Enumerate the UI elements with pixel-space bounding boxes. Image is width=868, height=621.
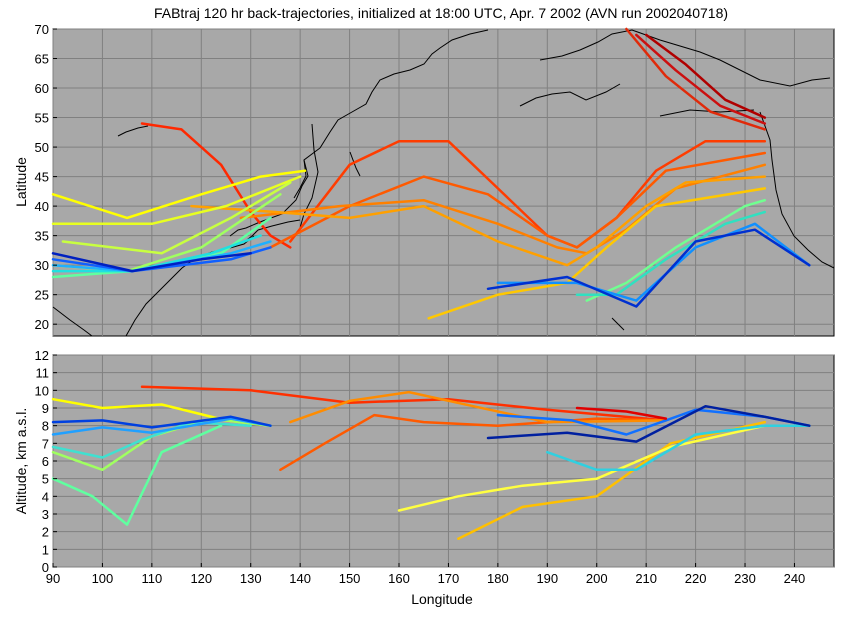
trajectory-line-17 [51, 252, 252, 273]
trajectory-line-19 [575, 210, 767, 296]
x-tick-label: 110 [141, 571, 162, 586]
trajectory-line-2 [625, 27, 767, 131]
trajectory-line-18 [585, 198, 767, 302]
trajectory-line-1 [279, 413, 668, 472]
y-tick-label: 30 [35, 258, 49, 273]
trajectory-line-10 [51, 415, 272, 429]
coastline-asia [52, 29, 489, 337]
x-tick-label: 190 [536, 571, 558, 586]
y-tick-label: 8 [42, 419, 49, 434]
y-tick-label: 3 [42, 507, 49, 522]
x-axis-label: Longitude [411, 591, 473, 607]
x-tick-label: 130 [240, 571, 262, 586]
y-tick-label: 45 [35, 170, 49, 185]
trajectory-line-11 [61, 181, 292, 255]
map-panel: 20 25 30 35 40 45 50 55 60 65 70 Latitude [13, 22, 835, 337]
y-tick-label: 20 [35, 317, 49, 332]
y-tick-label: 25 [35, 288, 49, 303]
trajectory-line-5 [269, 151, 767, 249]
trajectory-line-13 [486, 404, 811, 443]
trajectory-line-9 [51, 169, 307, 220]
y-tick-label: 1 [42, 542, 49, 557]
trajectory-line-14 [575, 406, 668, 420]
y-tick-label: 10 [35, 383, 49, 398]
y-tick-label: 50 [35, 140, 49, 155]
y-tick-label: 35 [35, 229, 49, 244]
x-tick-label: 120 [190, 571, 212, 586]
coastline-alaska [519, 29, 835, 269]
altitude-y-label: Altitude, km a.s.l. [13, 408, 29, 515]
trajectory-line-8 [427, 187, 767, 320]
altitude-trajectories [51, 385, 811, 540]
trajectory-line-7 [190, 175, 767, 267]
trajectory-line-6 [239, 163, 767, 255]
trajectory-line-0 [644, 33, 767, 119]
x-tick-label: 210 [635, 571, 657, 586]
map-grid [52, 28, 834, 336]
x-tick-label: 90 [46, 571, 60, 586]
trajectory-line-2 [289, 390, 668, 424]
y-tick-label: 40 [35, 199, 49, 214]
y-tick-label: 7 [42, 436, 49, 451]
y-tick-label: 11 [36, 366, 50, 381]
y-tick-label: 65 [35, 52, 49, 67]
altitude-x-ticks: 90 100 110 120 130 140 150 160 170 180 190 200 210 22… [46, 563, 806, 586]
y-tick-label: 5 [42, 472, 49, 487]
trajectory-line-0 [140, 385, 668, 422]
map-y-ticks: 20 25 30 35 40 45 50 55 60 65 70 [35, 22, 57, 332]
trajectory-line-14 [51, 234, 262, 273]
y-tick-label: 0 [42, 560, 49, 575]
y-tick-label: 2 [42, 525, 49, 540]
x-tick-label: 220 [685, 571, 707, 586]
x-tick-label: 180 [487, 571, 509, 586]
trajectory-line-1 [635, 33, 767, 125]
x-tick-label: 160 [388, 571, 410, 586]
map-trajectories [51, 27, 811, 320]
x-tick-label: 150 [339, 571, 361, 586]
y-tick-label: 4 [42, 489, 49, 504]
y-tick-label: 55 [35, 111, 49, 126]
trajectory-line-21 [486, 228, 811, 308]
x-tick-label: 230 [734, 571, 756, 586]
y-tick-label: 9 [42, 401, 49, 416]
trajectory-line-3 [457, 420, 767, 540]
figure-title: FABtraj 120 hr back-trajectories, initia… [154, 5, 728, 21]
x-tick-label: 240 [784, 571, 806, 586]
x-tick-label: 200 [586, 571, 608, 586]
y-tick-label: 60 [35, 81, 49, 96]
y-tick-label: 12 [35, 348, 49, 363]
x-tick-label: 140 [289, 571, 311, 586]
trajectory-line-3 [140, 122, 292, 249]
trajectory-line-12 [546, 424, 811, 472]
x-tick-label: 100 [92, 571, 114, 586]
trajectory-line-10 [51, 175, 302, 226]
x-tick-label: 170 [438, 571, 460, 586]
coastline [52, 29, 835, 337]
trajectory-line-7 [51, 424, 223, 526]
trajectory-line-5 [397, 424, 767, 512]
coastline-hawaii [611, 317, 625, 331]
y-tick-label: 6 [42, 454, 49, 469]
map-y-label: Latitude [13, 157, 29, 207]
y-tick-label: 70 [35, 22, 49, 37]
